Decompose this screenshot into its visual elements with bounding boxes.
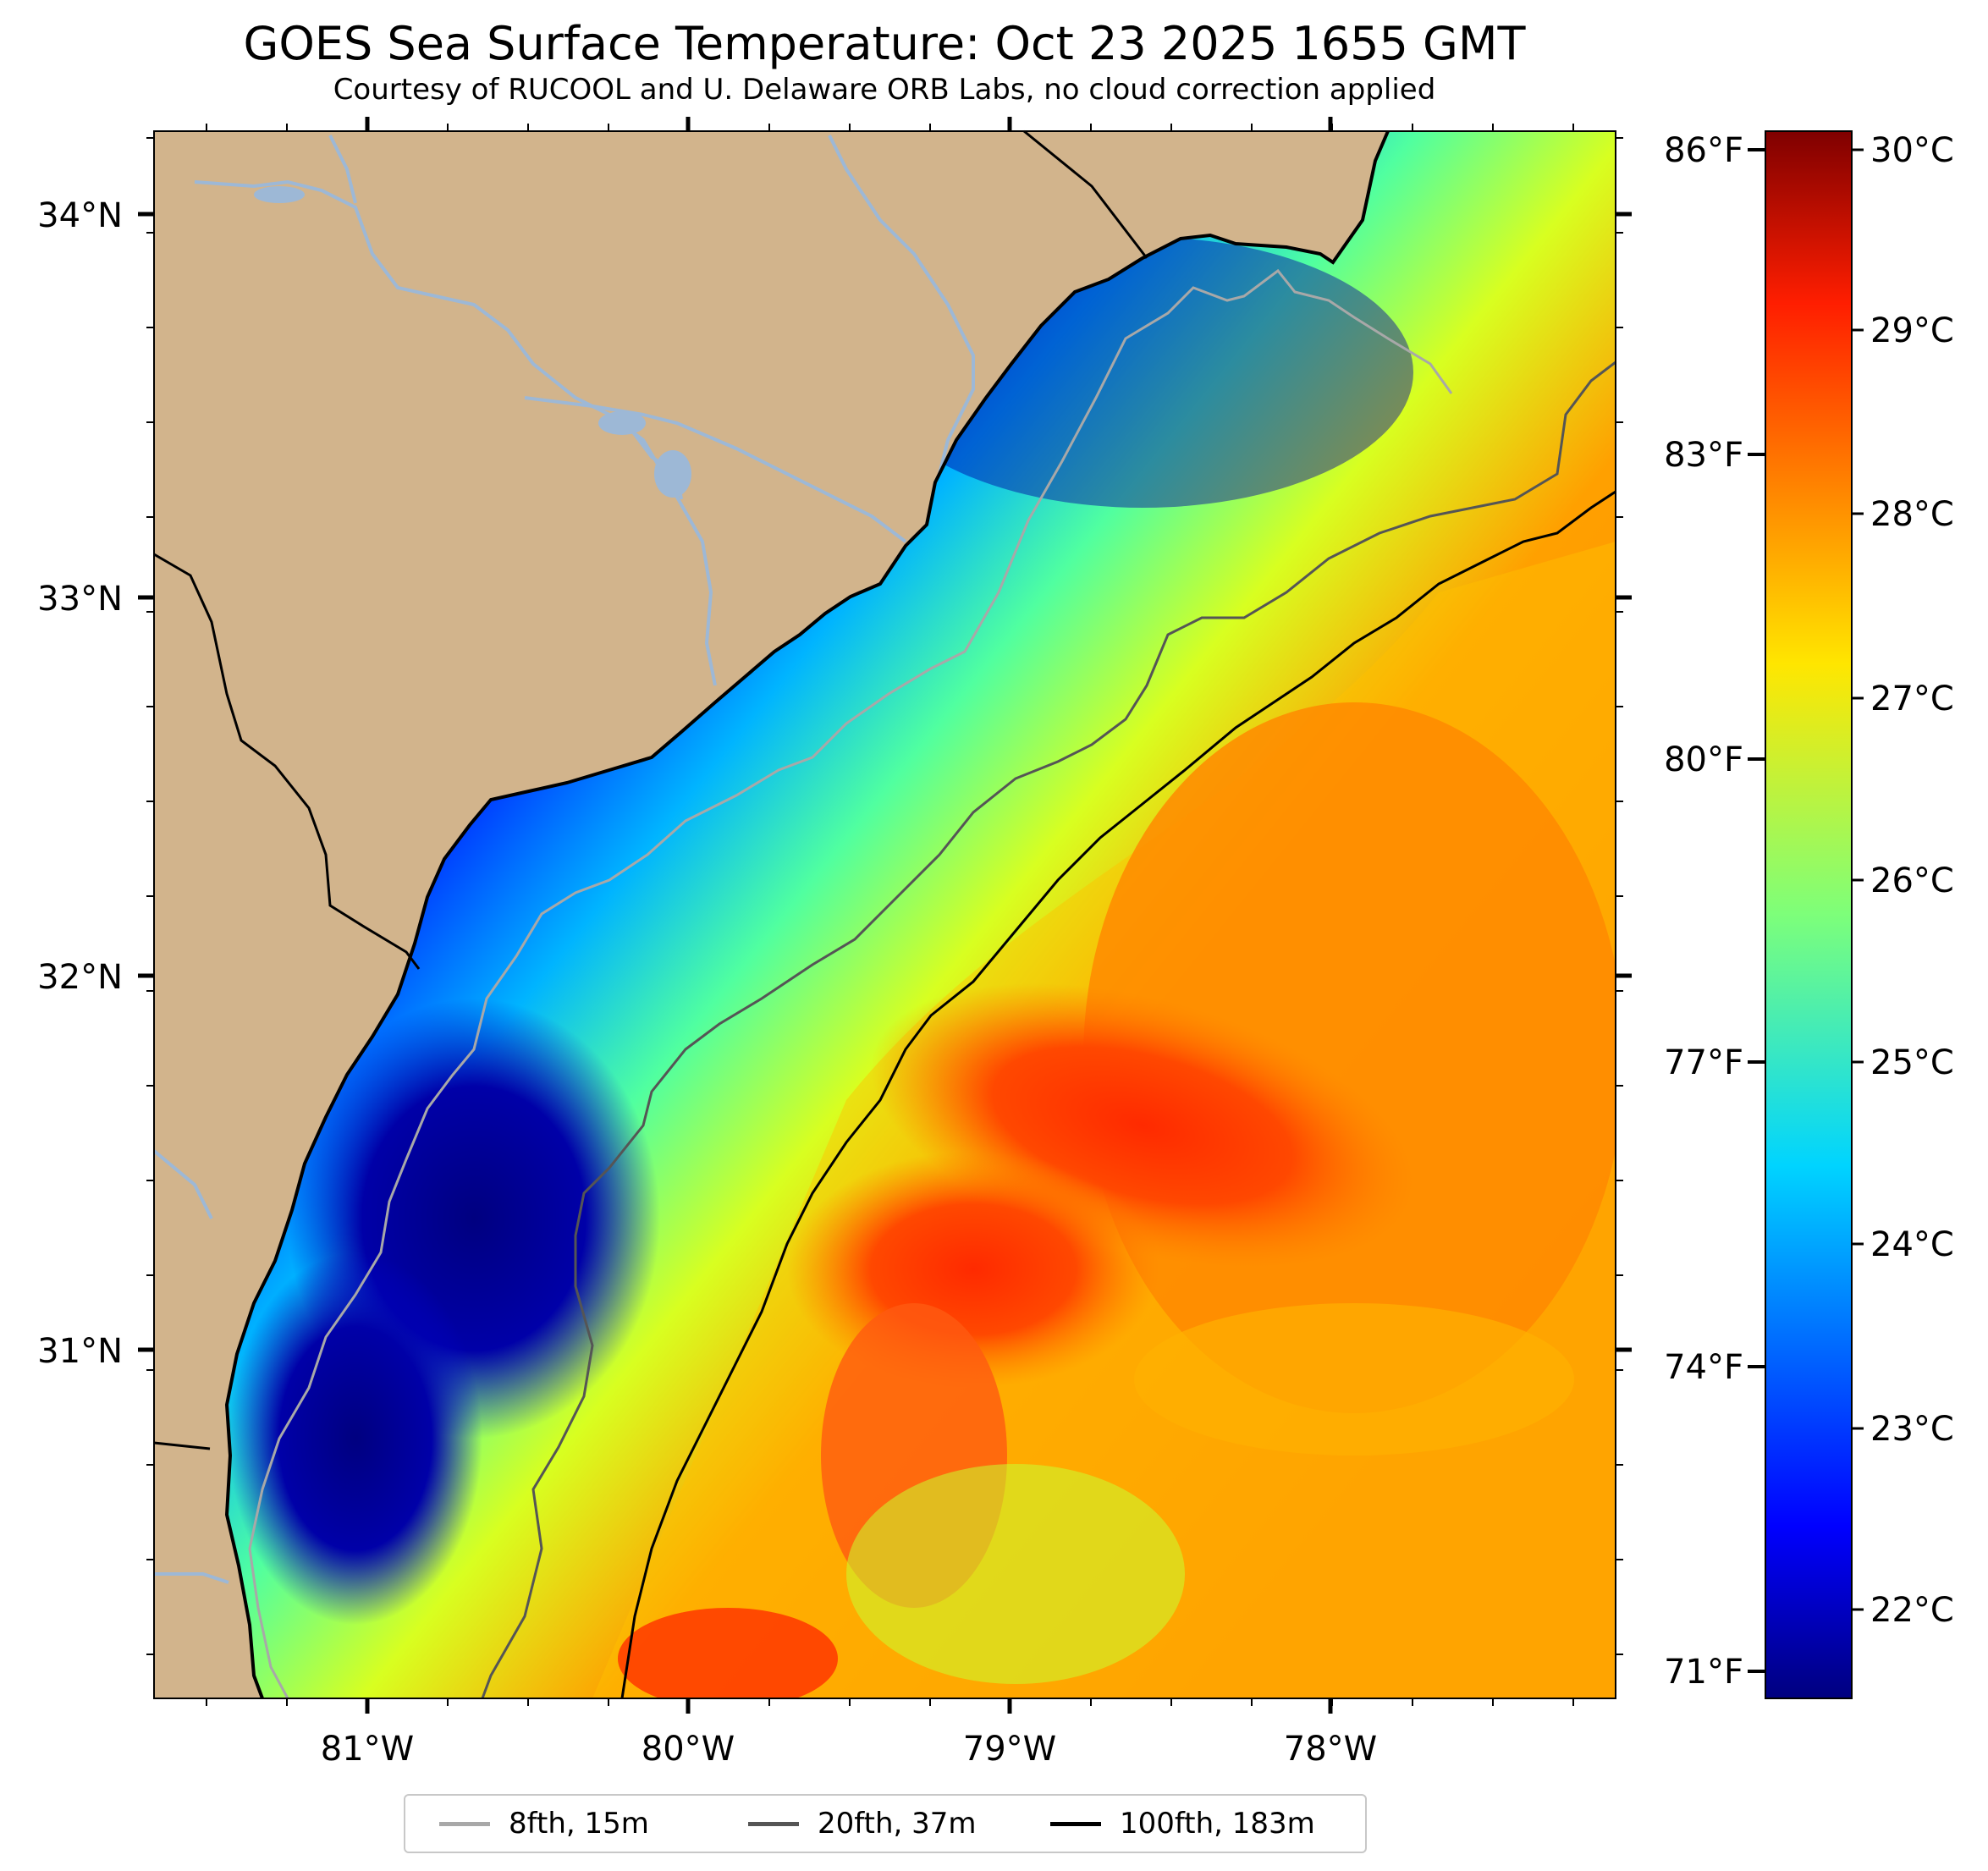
lake-moultrie xyxy=(598,411,646,435)
legend-line-100fth xyxy=(1050,1821,1101,1826)
fahrenheit-ticks xyxy=(1748,148,1765,1673)
lat-label-33n: 33°N xyxy=(37,580,123,619)
lon-label-81w: 81°W xyxy=(321,1730,414,1769)
contour-20fth xyxy=(481,360,1616,1699)
land-area xyxy=(154,131,1388,1698)
legend-label-20fth: 20fth, 37m xyxy=(818,1807,977,1841)
legend-line-20fth xyxy=(748,1821,799,1826)
contour-100fth xyxy=(620,490,1616,1699)
contour-legend: 8fth, 15m 20fth, 37m 100fth, 183m xyxy=(404,1794,1367,1853)
legend-line-8fth xyxy=(439,1821,490,1826)
f-label-80: 80°F xyxy=(1664,740,1743,779)
contour-8fth xyxy=(248,268,1453,1699)
colorbar xyxy=(1765,130,1853,1699)
c-label-26: 26°C xyxy=(1870,861,1954,900)
lon-label-80w: 80°W xyxy=(642,1730,735,1769)
lake-moultrie-lower xyxy=(654,450,691,498)
legend-item-100fth: 100fth, 183m xyxy=(1050,1796,1315,1852)
c-label-22: 22°C xyxy=(1870,1591,1954,1630)
legend-label-8fth: 8fth, 15m xyxy=(509,1807,649,1841)
lon-label-79w: 79°W xyxy=(963,1730,1056,1769)
f-label-86: 86°F xyxy=(1664,131,1743,170)
legend-label-100fth: 100fth, 183m xyxy=(1120,1807,1315,1841)
rivers xyxy=(152,135,975,1584)
legend-item-8fth: 8fth, 15m xyxy=(439,1796,649,1852)
celsius-ticks xyxy=(1852,148,1864,1611)
c-label-24: 24°C xyxy=(1870,1225,1954,1264)
coastline xyxy=(224,130,1390,1699)
f-label-77: 77°F xyxy=(1664,1043,1743,1082)
c-label-27: 27°C xyxy=(1870,680,1954,718)
legend-item-20fth: 20fth, 37m xyxy=(748,1796,977,1852)
lake-marion xyxy=(254,186,305,203)
lat-label-32n: 32°N xyxy=(37,958,123,997)
c-label-30: 30°C xyxy=(1870,131,1954,170)
c-label-25: 25°C xyxy=(1870,1043,1954,1082)
map-subtitle: Courtesy of RUCOOL and U. Delaware ORB L… xyxy=(333,73,1436,107)
lat-label-34n: 34°N xyxy=(37,196,123,235)
f-label-74: 74°F xyxy=(1664,1348,1743,1387)
f-label-83: 83°F xyxy=(1664,436,1743,475)
map-title: GOES Sea Surface Temperature: Oct 23 202… xyxy=(243,17,1526,70)
state-borders xyxy=(153,129,1148,1450)
c-label-29: 29°C xyxy=(1870,311,1954,350)
map-frame xyxy=(153,130,1616,1699)
minor-ticks xyxy=(146,124,1623,1706)
f-label-71: 71°F xyxy=(1664,1653,1743,1692)
c-label-23: 23°C xyxy=(1870,1410,1954,1449)
lon-label-78w: 78°W xyxy=(1284,1730,1377,1769)
c-label-28: 28°C xyxy=(1870,495,1954,534)
lat-label-31n: 31°N xyxy=(37,1332,123,1371)
